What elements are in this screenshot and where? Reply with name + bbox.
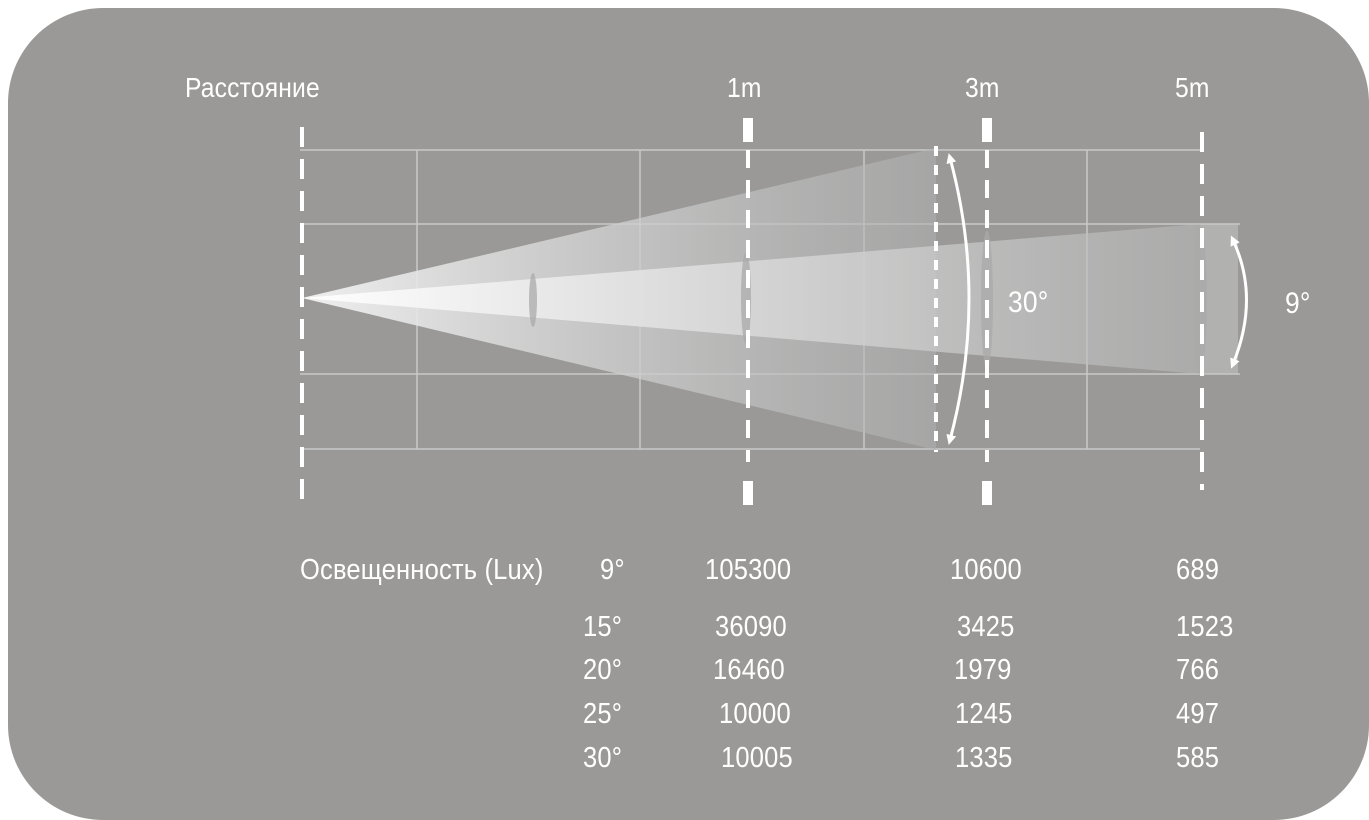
beam-diagram-panel: Расстояние 1m 3m 5m 30° 9° Освещенность … [8,8,1369,820]
narrow-beam-end-cap [1200,224,1238,374]
narrow-beam-angle-label: 9° [1285,287,1311,320]
lux-3m-cell: 3425 [957,611,1015,643]
lux-3m-cell: 1245 [955,698,1013,730]
angle-cell: 15° [583,611,623,643]
lux-1m-cell: 10000 [719,698,791,730]
angle-cell: 30° [583,742,623,774]
distance-5m: 5m [1175,72,1210,103]
narrow-angle-arrow [1230,235,1248,369]
illuminance-header: Освещенность (Lux) [300,554,544,586]
lux-3m-cell: 1335 [955,742,1013,774]
marker-blocks [743,118,992,505]
lux-1m-cell: 16460 [713,654,785,686]
lux-5m-cell: 1523 [1176,611,1234,643]
lux-1m-cell: 36090 [715,611,787,643]
lux-1m-cell: 10005 [721,742,793,774]
angle-cell: 20° [583,654,623,686]
lux-3m-cell: 1979 [954,654,1012,686]
angle-cell: 9° [600,554,625,586]
distance-markers [300,127,1204,503]
lux-5m-cell: 766 [1176,654,1220,686]
lux-3m-cell: 10600 [950,554,1022,586]
beam-diagram [300,118,1248,505]
lux-5m-cell: 497 [1176,698,1220,730]
wide-beam-angle-label: 30° [1008,286,1049,319]
distance-markers-centered [746,150,989,462]
lux-1m-cell: 105300 [705,554,792,586]
angle-cell: 25° [583,698,623,730]
narrow-beam-cone [302,224,1200,374]
wide-angle-arrow [946,153,971,445]
lux-5m-cell: 585 [1176,742,1220,774]
distance-3m: 3m [965,72,1000,103]
distance-1m: 1m [727,72,762,103]
distance-label: Расстояние [185,72,320,103]
lux-5m-cell: 689 [1176,554,1220,586]
